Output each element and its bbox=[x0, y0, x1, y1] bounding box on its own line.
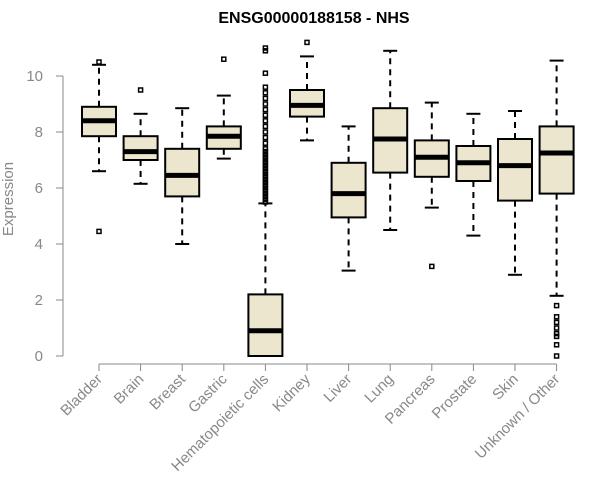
outlier-point bbox=[262, 129, 269, 135]
y-tick-label: 2 bbox=[35, 292, 43, 309]
outlier-point bbox=[221, 56, 227, 62]
outlier-point bbox=[262, 193, 269, 200]
outlier-point bbox=[262, 146, 269, 152]
box-group bbox=[164, 107, 201, 245]
x-tick-label: Brain bbox=[111, 371, 148, 408]
outlier-point bbox=[262, 148, 269, 155]
box-group bbox=[538, 59, 575, 359]
outlier-point bbox=[262, 179, 269, 186]
outlier-point bbox=[553, 314, 560, 320]
outlier-point bbox=[553, 353, 560, 359]
box bbox=[497, 138, 533, 202]
outlier-point bbox=[262, 190, 269, 197]
outlier-point bbox=[262, 176, 269, 183]
x-tick-label: Skin bbox=[489, 371, 522, 404]
outlier-point bbox=[262, 90, 269, 96]
outlier-point bbox=[262, 112, 269, 118]
outlier-point bbox=[262, 154, 269, 160]
box-group bbox=[247, 45, 284, 357]
outlier-point bbox=[262, 151, 269, 158]
outlier-point bbox=[96, 228, 102, 235]
outlier-point bbox=[262, 171, 269, 177]
outlier-point bbox=[553, 342, 560, 348]
outlier-point bbox=[262, 70, 269, 76]
outlier-point bbox=[262, 165, 269, 172]
outlier-point bbox=[304, 39, 310, 46]
box-group bbox=[289, 39, 325, 142]
box bbox=[247, 293, 284, 357]
box-group bbox=[330, 125, 367, 272]
outlier-point bbox=[262, 174, 269, 180]
outlier-point bbox=[262, 199, 269, 205]
box bbox=[122, 135, 159, 161]
x-tick-label: Bladder bbox=[57, 371, 106, 420]
box bbox=[330, 161, 367, 219]
outlier-point bbox=[262, 106, 269, 113]
x-tick-label: Kidney bbox=[269, 370, 314, 415]
y-tick-label: 4 bbox=[35, 236, 43, 253]
x-tick-label: Lung bbox=[361, 371, 397, 407]
outlier-point bbox=[553, 325, 560, 331]
y-tick-label: 8 bbox=[35, 124, 43, 141]
outlier-point bbox=[262, 95, 269, 102]
outlier-point bbox=[429, 263, 435, 270]
outlier-point bbox=[262, 84, 269, 90]
box-group bbox=[455, 112, 492, 237]
box-group bbox=[81, 59, 117, 235]
outlier-point bbox=[262, 168, 269, 174]
box-group bbox=[372, 49, 409, 231]
outlier-point bbox=[553, 330, 560, 337]
x-tick-label: Liver bbox=[320, 371, 355, 406]
outlier-point bbox=[262, 48, 269, 54]
x-tick-label: Breast bbox=[146, 370, 189, 413]
box-group bbox=[205, 56, 242, 160]
outlier-point bbox=[137, 87, 144, 93]
box-group bbox=[122, 87, 159, 185]
outlier-point bbox=[262, 188, 269, 194]
outlier-point bbox=[262, 45, 269, 51]
x-tick-label: Prostate bbox=[429, 371, 481, 423]
y-tick-label: 10 bbox=[26, 68, 43, 85]
outlier-point bbox=[262, 196, 269, 202]
outlier-point bbox=[553, 333, 560, 340]
outlier-point bbox=[262, 134, 269, 141]
chart-title: ENSG00000188158 - NHS bbox=[218, 10, 410, 27]
outlier-point bbox=[262, 160, 269, 166]
box bbox=[538, 125, 575, 195]
outlier-point bbox=[262, 182, 269, 188]
box-group bbox=[497, 110, 533, 276]
outlier-point bbox=[553, 302, 560, 309]
outlier-point bbox=[262, 101, 269, 107]
outlier-point bbox=[96, 59, 102, 65]
outlier-point bbox=[262, 157, 269, 163]
outlier-point bbox=[553, 319, 560, 326]
outlier-point bbox=[262, 140, 269, 146]
outlier-point bbox=[262, 162, 269, 169]
y-tick-label: 6 bbox=[35, 180, 43, 197]
outlier-point bbox=[262, 118, 269, 124]
outlier-point bbox=[262, 185, 269, 191]
box bbox=[164, 147, 201, 198]
plot-area bbox=[81, 39, 575, 359]
y-axis-label: Expression bbox=[0, 162, 17, 236]
outlier-point bbox=[262, 123, 269, 130]
box-group bbox=[413, 101, 450, 270]
y-tick-label: 0 bbox=[35, 348, 43, 365]
